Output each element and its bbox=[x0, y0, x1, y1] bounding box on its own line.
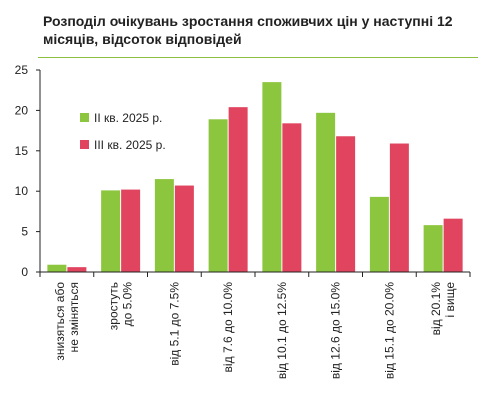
bar-q2-1 bbox=[101, 190, 121, 272]
x-tick-label: знизяться або bbox=[53, 282, 67, 361]
x-tick-label: від 15.1 до 20.0% bbox=[382, 282, 396, 379]
legend-label-1: ІІІ кв. 2025 р. bbox=[94, 138, 166, 152]
y-tick-label: 10 bbox=[15, 184, 29, 198]
chart-title: Розподіл очікувань зростання споживчих ц… bbox=[43, 13, 453, 47]
x-tick-label: до 5.0% bbox=[121, 282, 135, 327]
bar-q2-5 bbox=[316, 112, 336, 272]
bar-q2-0 bbox=[47, 264, 67, 272]
x-tick-label: від 10.1 до 12.5% bbox=[275, 282, 289, 379]
bar-q2-6 bbox=[369, 196, 389, 272]
bar-q2-7 bbox=[423, 225, 443, 272]
y-tick-label: 20 bbox=[15, 103, 29, 117]
x-tick-label: від 5.1 до 7.5% bbox=[167, 282, 181, 366]
bar-q3-3 bbox=[228, 107, 248, 272]
bar-q3-1 bbox=[121, 189, 141, 272]
legend-swatch-1 bbox=[80, 140, 89, 149]
x-tick-label: від 7.6 до 10.0% bbox=[221, 282, 235, 373]
title-rule bbox=[38, 57, 478, 58]
bar-q2-3 bbox=[208, 119, 228, 273]
bar-q3-0 bbox=[67, 267, 87, 272]
bar-q3-6 bbox=[389, 143, 409, 272]
bar-q2-2 bbox=[154, 179, 174, 272]
y-tick-label: 5 bbox=[21, 225, 28, 239]
x-tick-label: від 20.1% bbox=[429, 282, 443, 336]
y-tick-label: 0 bbox=[21, 265, 28, 279]
legend-swatch-0 bbox=[80, 113, 89, 122]
legend-label-0: ІІ кв. 2025 р. bbox=[94, 111, 162, 125]
y-tick-label: 15 bbox=[15, 144, 29, 158]
bar-q3-7 bbox=[443, 218, 463, 272]
bar-q2-4 bbox=[262, 82, 282, 273]
bar-q3-2 bbox=[174, 185, 194, 272]
bar-q3-5 bbox=[336, 136, 356, 272]
x-tick-label: не зміняться bbox=[67, 282, 81, 352]
x-tick-label: зростуть bbox=[107, 282, 121, 330]
bar-q3-4 bbox=[282, 123, 302, 272]
y-tick-label: 25 bbox=[15, 63, 29, 77]
x-tick-label: і вище bbox=[443, 282, 457, 318]
x-tick-label: від 12.6 до 15.0% bbox=[329, 282, 343, 379]
